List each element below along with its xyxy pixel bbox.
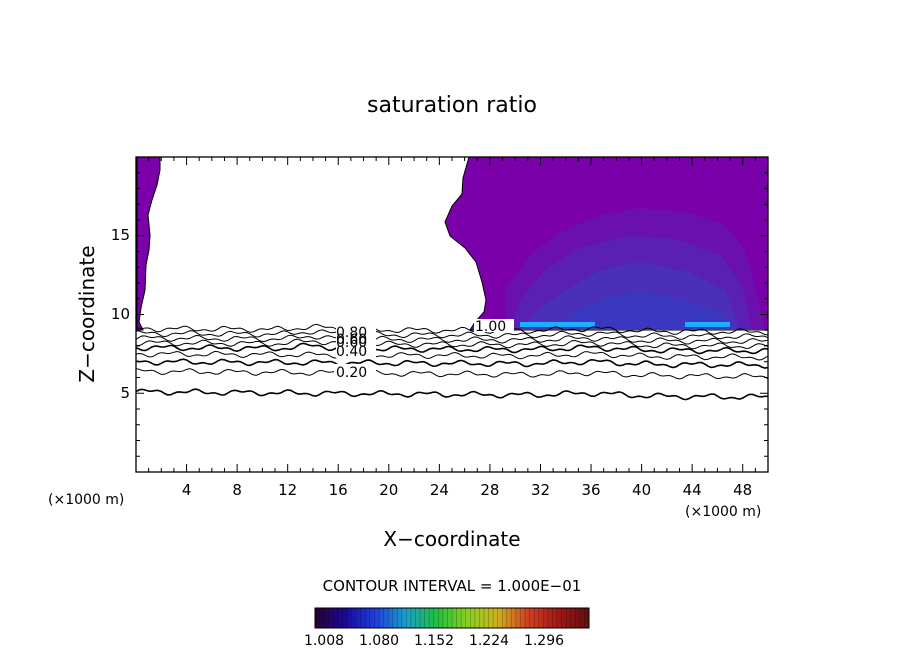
colorbar-labels: 1.008 1.080 1.152 1.224 1.296 (304, 633, 564, 649)
colorbar-label-2: 1.080 (359, 633, 399, 649)
y-tick-label-10: 10 (111, 305, 130, 323)
y-tick-label-5: 5 (120, 384, 130, 402)
x-tick-label-12: 12 (278, 481, 297, 499)
x-tick-labels: 4 8 12 16 20 24 28 32 36 40 44 48 (182, 481, 752, 499)
x-tick-label-44: 44 (683, 481, 702, 499)
y-tick-label-15: 15 (111, 226, 130, 244)
fill-regions (137, 157, 768, 330)
x-unit-label-left: (×1000 m) (48, 492, 124, 508)
contour-label-0-20: 0.20 (336, 365, 367, 381)
colorbar-label-5: 1.296 (524, 633, 564, 649)
contour-line-2 (136, 359, 768, 368)
y-tick-labels: 5 10 15 (111, 226, 130, 402)
x-unit-label-right: (×1000 m) (685, 504, 761, 520)
x-tick-label-32: 32 (531, 481, 550, 499)
contour-lines (136, 324, 768, 399)
colorbar-label-3: 1.152 (414, 633, 454, 649)
colorbar-label-4: 1.224 (469, 633, 509, 649)
contour-label-1-00: 1.00 (475, 319, 506, 335)
contour-line-0 (136, 389, 768, 400)
x-tick-label-40: 40 (632, 481, 651, 499)
contour-interval-label: CONTOUR INTERVAL = 1.000E−01 (323, 577, 582, 595)
x-tick-label-28: 28 (480, 481, 499, 499)
chart-title: saturation ratio (367, 93, 537, 118)
x-tick-label-8: 8 (232, 481, 242, 499)
x-axis-title: X−coordinate (383, 527, 520, 551)
contour-line-3 (136, 351, 768, 360)
fill-region-peak-2 (685, 322, 730, 327)
x-tick-label-16: 16 (329, 481, 348, 499)
x-tick-label-48: 48 (733, 481, 752, 499)
x-tick-label-24: 24 (430, 481, 449, 499)
x-tick-label-20: 20 (379, 481, 398, 499)
x-tick-label-36: 36 (581, 481, 600, 499)
fill-region-left (137, 157, 160, 330)
y-axis-title: Z−coordinate (75, 245, 99, 382)
fill-region-peak-1 (520, 322, 595, 327)
x-tick-label-4: 4 (182, 481, 192, 499)
colorbar-label-1: 1.008 (304, 633, 344, 649)
contour-line-1 (136, 369, 768, 380)
contour-label-0-40: 0.40 (336, 344, 367, 360)
